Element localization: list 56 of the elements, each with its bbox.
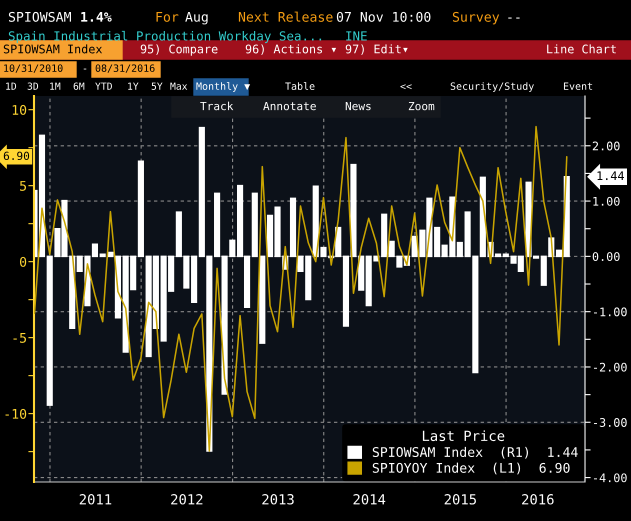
y2-tick-label: -1.00 [594, 307, 627, 316]
text: SPIOWSAM Index [4, 44, 102, 54]
x-tick-label: 2015 [444, 494, 476, 505]
text: Survey [452, 12, 500, 24]
text: INE [346, 31, 367, 40]
y2-tick-label: -3.00 [594, 418, 627, 427]
text: 3D [28, 82, 38, 90]
text: 1D [6, 82, 16, 90]
text: 1M [50, 82, 60, 90]
text: 96) Actions ▾ [246, 44, 336, 55]
y2-tick-label: 1.00 [593, 196, 620, 206]
y-tick-label: -10 [6, 408, 26, 419]
text: 6.90 [4, 152, 30, 160]
text: 1Y [128, 82, 139, 90]
text: Max [170, 82, 188, 90]
text: Next Release [238, 12, 333, 22]
text: 1.44 [598, 171, 624, 180]
text: Line Chart [547, 44, 616, 54]
y-tick-label: 5 [20, 181, 26, 191]
text: 08/31/2016 [96, 64, 155, 73]
annotation: Zoom [408, 102, 434, 110]
y2-tick-label: 0.00 [592, 252, 620, 262]
y-tick-label: 10 [12, 104, 26, 115]
annotation: Annotate [263, 102, 316, 110]
text: 97) Edit▾ [346, 44, 408, 55]
text: 95) Compare [140, 44, 218, 56]
x-tick-label: 2014 [354, 494, 386, 505]
text: SPIOWSAM [8, 12, 71, 22]
text: 1.4% [81, 12, 112, 22]
legend-label: SPIOWSAM Index (R1) 1.44 [372, 446, 578, 459]
x-tick-label: 2013 [262, 494, 294, 505]
text: 10/31/2010 [4, 64, 63, 73]
y2-tick-label: -4.00 [594, 473, 627, 482]
text: Event [564, 82, 592, 90]
text: YTD [95, 82, 112, 90]
text: 6M [74, 82, 84, 90]
annotation: News [346, 102, 371, 110]
legend-title: Last Price [422, 430, 504, 442]
x-tick-label: 2012 [171, 494, 202, 505]
legend-label: SPIOYOY Index (L1) 6.90 [372, 462, 570, 474]
y-tick-label: -5 [13, 333, 26, 343]
text: Table [285, 82, 315, 90]
text: For [156, 12, 178, 22]
annotation: Track [200, 102, 234, 110]
text: << [400, 84, 412, 90]
text: Security/Study [450, 82, 534, 92]
x-tick-label: 2011 [80, 494, 112, 505]
text: -- [508, 18, 520, 19]
y2-tick-label: -2.00 [594, 362, 627, 372]
x-tick-label: 2016 [522, 494, 554, 505]
text: 5Y [152, 82, 163, 90]
y2-tick-label: 2.00 [592, 142, 620, 150]
text: 07 Nov 10:00 [336, 12, 430, 22]
y-tick-label: 0 [20, 256, 26, 267]
text: Aug [185, 12, 208, 24]
text: - [84, 68, 86, 70]
